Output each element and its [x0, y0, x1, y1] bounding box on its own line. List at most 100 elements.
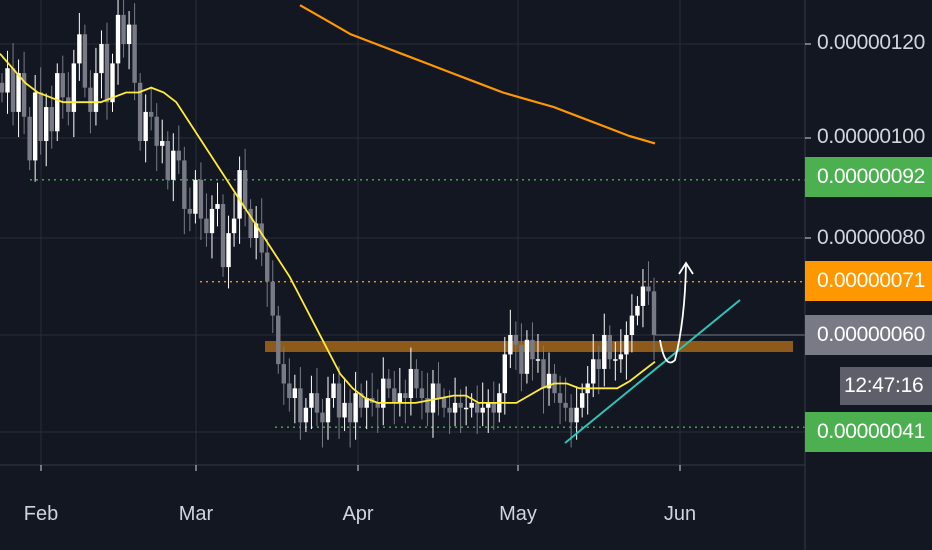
candle-body [596, 359, 601, 369]
candle-body [248, 208, 253, 238]
candle-body [160, 141, 165, 146]
candle-body [568, 407, 574, 423]
candle-body [187, 208, 193, 214]
candle-body [629, 315, 635, 335]
candle-body [519, 344, 524, 374]
ma-long-line [299, 4, 656, 145]
candle-body [121, 14, 126, 44]
candle-body [154, 116, 159, 146]
candle-body [148, 111, 154, 117]
candle-body [331, 383, 336, 399]
candle-body [403, 393, 408, 399]
candle-body [16, 73, 21, 112]
candle-body [204, 218, 209, 234]
projection-arrow-head [678, 261, 694, 275]
x-tick-label-mar: Mar [178, 503, 214, 525]
candle-body [66, 97, 71, 112]
candle-body [535, 359, 541, 361]
candle-body [309, 393, 314, 408]
candle-body [458, 402, 463, 408]
candle-body [77, 34, 82, 64]
candle-body [49, 107, 54, 132]
candle-body [640, 286, 646, 306]
candle-body [259, 223, 264, 253]
candle-body [386, 378, 391, 389]
candle-body [491, 402, 496, 413]
candle-body [651, 291, 657, 335]
candle-body [486, 402, 491, 408]
candle-body [82, 34, 88, 88]
candle-body [215, 204, 220, 209]
candle-body [298, 388, 303, 423]
projection-arrow [659, 263, 687, 364]
candle-body [618, 354, 624, 360]
candle-body [463, 407, 469, 410]
candle-body [126, 24, 132, 44]
candle-body [591, 359, 596, 384]
candle-body [220, 204, 226, 268]
candle-body [303, 407, 309, 423]
candle-body [397, 393, 403, 403]
price-tag-green-top: 0.00000092 [805, 157, 932, 197]
candle-body [441, 398, 447, 408]
candle-body [392, 388, 397, 403]
candle-body [320, 412, 325, 423]
price-tag-orange: 0.00000071 [805, 261, 932, 301]
candle-body [574, 407, 579, 423]
candle-body [27, 116, 32, 161]
candle-body [546, 373, 552, 389]
x-tick-label-may: May [499, 503, 537, 525]
candle-body [88, 87, 93, 112]
candle-body [347, 402, 353, 423]
candle-body [99, 44, 104, 74]
candle-body [292, 388, 298, 399]
candle-body [281, 364, 286, 384]
x-tick-label-apr: Apr [342, 503, 374, 525]
candle-body [469, 402, 474, 408]
price-level-lines [30, 179, 805, 428]
price-tag-green-bottom: 0.00000041 [805, 412, 932, 452]
candle-body [198, 179, 204, 219]
candle-body [513, 335, 519, 345]
candle-body [375, 402, 380, 408]
candle-body [579, 393, 585, 408]
candle-body [419, 388, 425, 399]
candle-body [563, 402, 568, 408]
candle-body [137, 82, 143, 141]
candle-body [44, 107, 49, 141]
candle-body [38, 92, 43, 141]
candle-body [32, 92, 38, 161]
candle-body [624, 335, 629, 355]
candle-body [314, 393, 320, 413]
candle-body [414, 368, 419, 389]
candle-body [607, 335, 612, 360]
candle-body [287, 383, 292, 399]
y-tick-label: 0.00000100 [817, 125, 925, 148]
trendline [564, 299, 741, 444]
candle-body [502, 354, 508, 394]
candle-body [508, 335, 513, 355]
candle-body [524, 339, 530, 374]
countdown-timer: 12:47:16 [840, 367, 932, 405]
candle-body [55, 73, 60, 132]
candle-body [5, 68, 10, 93]
candle-body [209, 208, 215, 234]
candle-body [226, 233, 231, 268]
candle-body [425, 398, 430, 413]
candle-body [364, 398, 369, 408]
candle-body [530, 339, 535, 360]
candle-body [381, 378, 386, 408]
candle-body [182, 160, 187, 209]
candle-body [242, 170, 248, 209]
candle-body [480, 407, 485, 413]
candle-body [635, 305, 640, 316]
candle-body [408, 368, 414, 399]
y-tick-label: 0.00000080 [817, 226, 925, 249]
candle-body [104, 44, 110, 103]
candle-body [231, 218, 237, 234]
candle-body [93, 73, 99, 112]
candle-body [336, 383, 342, 418]
y-tick-label: 0.00000120 [817, 31, 925, 54]
candle-body [10, 68, 16, 112]
